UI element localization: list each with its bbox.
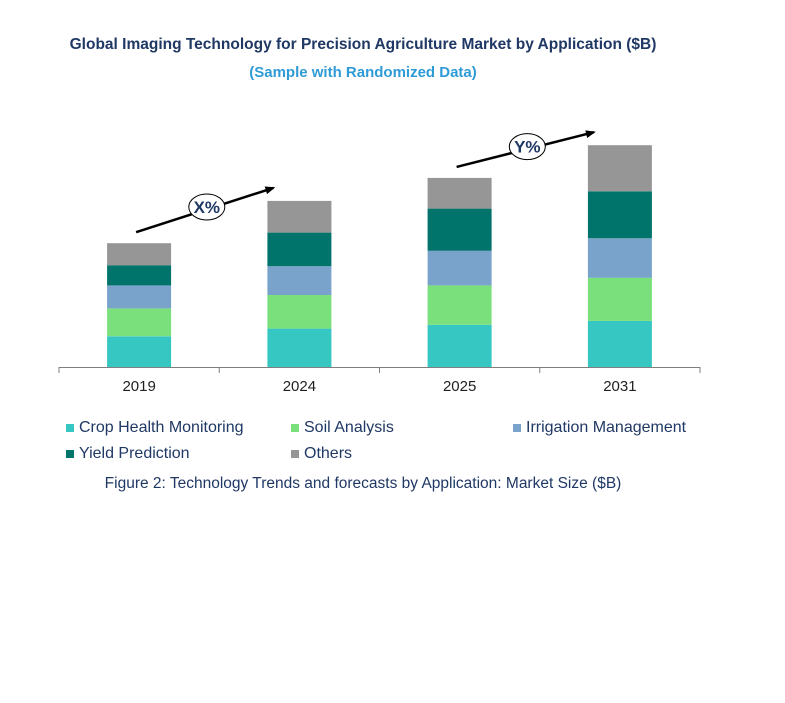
chart-legend: Crop Health Monitoring Soil Analysis Irrig… [66, 419, 726, 473]
bar-segment-2024-yield-prediction [267, 232, 332, 267]
bar-segment-2019-irrigation-management [107, 285, 172, 309]
bar-segment-2031-crop-health-monitoring [587, 320, 652, 367]
legend-label: Crop Health Monitoring [79, 419, 244, 436]
x-tick-label: 2025 [443, 378, 476, 395]
growth-badge [508, 133, 546, 161]
chart-plot: 2019 2024 2025 2031 X% Y% [58, 130, 701, 395]
bar-segment-2031-soil-analysis [587, 277, 652, 321]
bar-segment-2024-others [267, 200, 332, 233]
legend-swatch [291, 424, 299, 432]
legend-swatch [66, 450, 74, 458]
bar-segment-2019-crop-health-monitoring [107, 336, 172, 367]
legend-item-soil-analysis: Soil Analysis [291, 419, 394, 437]
legend-item-crop-health-monitoring: Crop Health Monitoring [66, 419, 244, 437]
legend-label: Others [304, 445, 353, 462]
growth-label: Y% [514, 138, 540, 157]
legend-swatch [291, 450, 299, 458]
legend-label: Yield Prediction [79, 445, 190, 462]
bar-segment-2025-irrigation-management [427, 250, 492, 286]
chart-subtitle: (Sample with Randomized Data) [249, 64, 477, 81]
bar-segment-2024-soil-analysis [267, 295, 332, 329]
bar-segment-2019-others [107, 243, 172, 266]
x-tick-label: 2031 [603, 378, 636, 395]
bar-segment-2019-soil-analysis [107, 308, 172, 337]
legend-label: Irrigation Management [526, 419, 687, 436]
legend-swatch [513, 424, 521, 432]
bar-segment-2031-others [587, 145, 652, 192]
bar-segment-2031-yield-prediction [587, 191, 652, 239]
legend-item-irrigation-management: Irrigation Management [513, 419, 686, 437]
bar-segment-2025-others [427, 177, 492, 209]
x-tick-label: 2019 [122, 378, 155, 395]
bar-segment-2025-yield-prediction [427, 208, 492, 251]
chart-title: Global Imaging Technology for Precision … [69, 36, 657, 53]
x-tick-label: 2024 [283, 378, 316, 395]
legend-item-others: Others [291, 445, 352, 463]
bar-segment-2019-yield-prediction [107, 265, 172, 286]
growth-label: X% [194, 198, 220, 217]
bar-segment-2024-irrigation-management [267, 266, 332, 295]
bar-segment-2025-soil-analysis [427, 285, 492, 325]
legend-item-yield-prediction: Yield Prediction [66, 445, 190, 463]
bar-segment-2031-irrigation-management [587, 238, 652, 278]
growth-badge [188, 193, 226, 221]
figure-caption: Figure 2: Technology Trends and forecast… [104, 475, 622, 492]
bar-segment-2024-crop-health-monitoring [267, 328, 332, 367]
legend-label: Soil Analysis [304, 419, 394, 436]
legend-swatch [66, 424, 74, 432]
bar-segment-2025-crop-health-monitoring [427, 324, 492, 367]
